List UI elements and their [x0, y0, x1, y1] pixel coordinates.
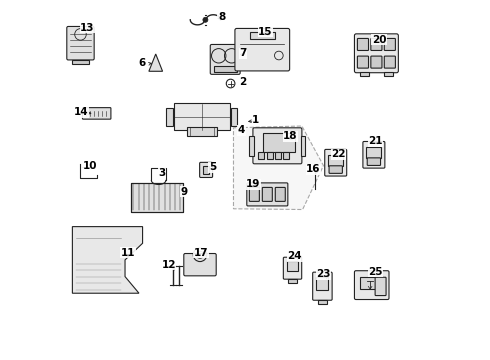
- FancyBboxPatch shape: [357, 39, 368, 50]
- FancyBboxPatch shape: [262, 188, 272, 201]
- Text: 2: 2: [240, 77, 247, 87]
- Bar: [166, 108, 173, 126]
- Bar: [174, 104, 230, 130]
- Text: 10: 10: [83, 161, 98, 171]
- Text: 24: 24: [287, 251, 302, 261]
- Bar: [283, 152, 289, 159]
- Bar: [318, 300, 327, 304]
- FancyBboxPatch shape: [384, 39, 395, 50]
- Text: 22: 22: [331, 149, 346, 159]
- Bar: [360, 277, 377, 289]
- Text: 16: 16: [306, 164, 320, 174]
- FancyBboxPatch shape: [384, 56, 395, 68]
- Bar: [131, 183, 183, 212]
- Polygon shape: [233, 126, 323, 210]
- Bar: [289, 279, 296, 283]
- FancyBboxPatch shape: [363, 141, 385, 168]
- Text: 3: 3: [159, 168, 166, 178]
- FancyBboxPatch shape: [249, 188, 259, 201]
- Text: 17: 17: [194, 248, 208, 258]
- FancyBboxPatch shape: [199, 162, 213, 177]
- Text: 23: 23: [316, 269, 331, 279]
- FancyBboxPatch shape: [354, 271, 389, 300]
- Bar: [214, 66, 237, 72]
- FancyBboxPatch shape: [253, 128, 302, 164]
- Text: 6: 6: [139, 58, 146, 68]
- Bar: [258, 152, 264, 159]
- Text: 19: 19: [246, 179, 261, 189]
- FancyBboxPatch shape: [367, 158, 381, 166]
- Bar: [367, 147, 381, 158]
- FancyBboxPatch shape: [325, 149, 347, 176]
- Circle shape: [203, 17, 208, 22]
- Bar: [287, 261, 298, 271]
- Bar: [263, 133, 295, 152]
- Bar: [249, 32, 275, 39]
- Bar: [231, 108, 237, 126]
- Text: 21: 21: [368, 136, 383, 146]
- FancyBboxPatch shape: [235, 28, 290, 71]
- Bar: [203, 166, 209, 174]
- Text: 18: 18: [283, 131, 297, 141]
- Bar: [187, 127, 217, 136]
- Bar: [275, 152, 281, 159]
- Bar: [317, 277, 328, 290]
- FancyBboxPatch shape: [67, 26, 94, 60]
- Text: 5: 5: [209, 162, 216, 172]
- FancyBboxPatch shape: [357, 56, 368, 68]
- Bar: [360, 72, 369, 76]
- Text: 14: 14: [74, 107, 88, 117]
- Text: 15: 15: [258, 27, 273, 37]
- Polygon shape: [73, 227, 143, 293]
- FancyBboxPatch shape: [275, 188, 285, 201]
- FancyBboxPatch shape: [375, 277, 386, 296]
- Bar: [328, 155, 343, 166]
- FancyBboxPatch shape: [313, 272, 332, 300]
- FancyBboxPatch shape: [371, 56, 382, 68]
- Text: 12: 12: [161, 260, 176, 270]
- FancyBboxPatch shape: [184, 253, 216, 276]
- Bar: [267, 152, 272, 159]
- FancyBboxPatch shape: [329, 166, 343, 174]
- Text: 1: 1: [252, 114, 259, 125]
- Text: 8: 8: [218, 12, 225, 22]
- FancyBboxPatch shape: [371, 39, 382, 50]
- Text: 7: 7: [240, 48, 247, 58]
- Text: 4: 4: [238, 125, 245, 135]
- Bar: [131, 183, 183, 212]
- Bar: [384, 72, 393, 76]
- FancyBboxPatch shape: [82, 108, 111, 119]
- Text: 11: 11: [121, 248, 135, 258]
- FancyBboxPatch shape: [283, 257, 302, 279]
- Bar: [301, 136, 305, 156]
- Bar: [72, 60, 89, 64]
- Text: 20: 20: [372, 35, 386, 45]
- Text: 13: 13: [80, 23, 95, 33]
- Text: 9: 9: [180, 186, 187, 197]
- Bar: [249, 136, 254, 156]
- FancyBboxPatch shape: [354, 34, 398, 73]
- FancyBboxPatch shape: [247, 183, 288, 206]
- Text: 25: 25: [368, 267, 383, 277]
- FancyBboxPatch shape: [210, 45, 240, 75]
- Polygon shape: [149, 54, 163, 71]
